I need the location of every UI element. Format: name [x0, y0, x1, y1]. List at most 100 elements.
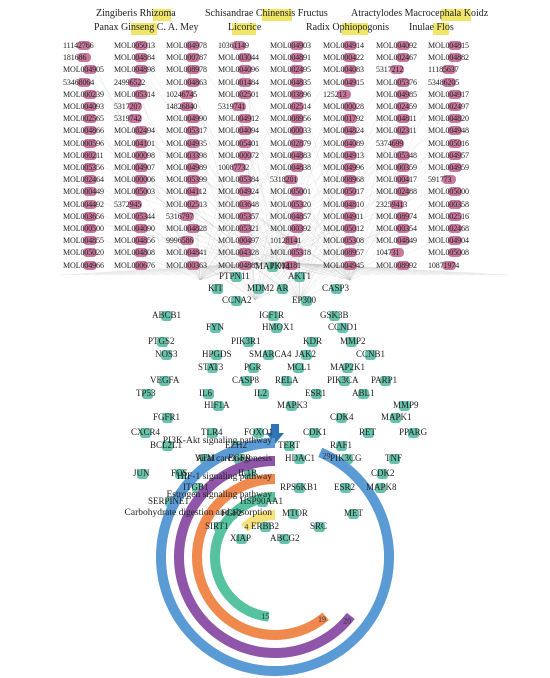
compound-gene-edge: [293, 184, 351, 281]
compound-node: 125213: [323, 89, 351, 99]
compound-node: MOL008957: [323, 248, 364, 258]
compound-node: MOL003656: [63, 211, 104, 221]
gene-node-map2k1: MAP2K1: [330, 362, 366, 373]
gene-node-hmox1: HMOX1: [262, 322, 295, 333]
compound-marker: [390, 138, 404, 148]
compound-marker: [134, 53, 148, 63]
gene-marker: [336, 413, 348, 423]
compound-node: 23259413: [376, 199, 408, 209]
compound-node: MOL004924: [218, 187, 259, 197]
gene-node-abcg2: ABCG2: [270, 533, 300, 544]
gene-node-ccna2: CCNA2: [222, 295, 252, 306]
compound-gene-edge: [241, 184, 276, 271]
compound-gene-edge: [197, 261, 276, 276]
compound-node: MOL004820: [428, 114, 469, 124]
compound-marker: [238, 248, 252, 258]
compound-marker: [442, 77, 456, 87]
compound-marker: [448, 126, 462, 136]
compound-node: 10361149: [218, 41, 249, 50]
compound-node: MOL008978: [166, 65, 207, 75]
compound-node: MOL002516: [428, 211, 469, 221]
compound-node: MOL002459: [376, 102, 417, 111]
compound-marker: [343, 126, 357, 136]
compound-node: 11185637: [428, 65, 459, 75]
compound-node: MOL008992: [376, 260, 417, 270]
herb-zingiberis: Zingiberis Rhizoma: [96, 8, 176, 21]
compound-gene-edge: [186, 261, 276, 276]
pathway-count: 20: [343, 616, 351, 625]
compound-marker: [448, 114, 462, 124]
compound-marker: [448, 224, 462, 233]
gene-node-nos3: NOS3: [155, 349, 178, 360]
gene-marker: [294, 483, 306, 493]
compound-marker: [186, 199, 200, 209]
gene-marker: [234, 454, 246, 464]
compound-node: MOL005401: [218, 138, 259, 148]
compound-marker: [396, 236, 410, 246]
compound-node: MOL004093: [63, 102, 104, 111]
gene-node-ep300: EP300: [292, 295, 317, 306]
gene-node-src: SRC: [310, 521, 328, 532]
compound-marker: [83, 89, 97, 99]
compound-node: MOL002513: [166, 199, 207, 209]
gene-marker: [399, 401, 411, 411]
compound-node: MOL005384: [218, 175, 259, 185]
compound-node: MOL000500: [63, 224, 104, 233]
gene-node-cdk4: CDK4: [330, 412, 354, 423]
compound-gene-edge: [137, 110, 276, 271]
compound-gene-edge: [274, 208, 453, 271]
compound-marker: [290, 102, 304, 111]
pathway-bar: [240, 510, 276, 532]
gene-node-erbb2: ERBB2: [251, 521, 280, 532]
compound-marker: [238, 199, 252, 209]
compound-node: MOL000211: [63, 150, 104, 160]
compound-node: MOL005308: [323, 236, 364, 246]
compound-marker: [448, 248, 462, 258]
gene-marker: [408, 428, 419, 438]
gene-node-serpine1: SERPINE1: [148, 496, 190, 507]
compound-node: MOL003044: [218, 53, 259, 63]
gene-marker: [279, 534, 290, 544]
compound-node: MOL000033: [270, 126, 311, 136]
compound-gene-edge: [86, 184, 256, 301]
gene-marker: [284, 441, 296, 451]
gene-node-raf1: RAF1: [330, 440, 353, 451]
compound-gene-edge: [140, 261, 276, 276]
compound-marker: [396, 260, 410, 270]
compound-marker: [238, 224, 252, 233]
gene-marker: [347, 509, 359, 519]
compound-marker: [128, 102, 142, 111]
compound-node: MOL004911: [323, 211, 364, 221]
gene-node-mcl1: MCL1: [287, 362, 312, 373]
compound-marker: [343, 150, 357, 160]
herb-inulae-flos: Inulae Flos: [409, 22, 454, 35]
gene-marker: [257, 389, 269, 399]
compound-node: MOL004811: [376, 114, 417, 124]
compound-node: MOL004883: [270, 150, 311, 160]
compound-node: MOL004828: [166, 224, 207, 233]
compound-marker: [134, 236, 148, 246]
compound-node: MOL002879: [270, 138, 311, 148]
compound-marker: [83, 150, 97, 160]
compound-marker: [186, 150, 200, 160]
compound-marker: [343, 77, 357, 87]
gene-marker: [329, 311, 340, 321]
compound-node: 24996522: [114, 77, 146, 87]
gene-marker: [346, 337, 358, 347]
compound-node: MOL008968: [323, 175, 364, 185]
gene-marker: [236, 534, 248, 544]
compound-marker: [186, 260, 200, 270]
compound-marker: [396, 41, 410, 50]
compound-node: MOL002488: [376, 187, 417, 197]
compound-node: MOL004948: [428, 126, 469, 136]
compound-gene-edge: [199, 171, 348, 281]
gene-node-tnf: TNF: [385, 453, 403, 464]
compound-gene-edge: [254, 159, 401, 301]
compound-marker: [343, 260, 357, 270]
gene-node-hif1a: HIF1A: [204, 400, 230, 411]
compound-marker: [186, 53, 200, 63]
compound-marker: [396, 89, 410, 99]
compound-node: MOL000239: [63, 89, 104, 99]
gene-node-igf1r: IGF1R: [259, 310, 285, 321]
